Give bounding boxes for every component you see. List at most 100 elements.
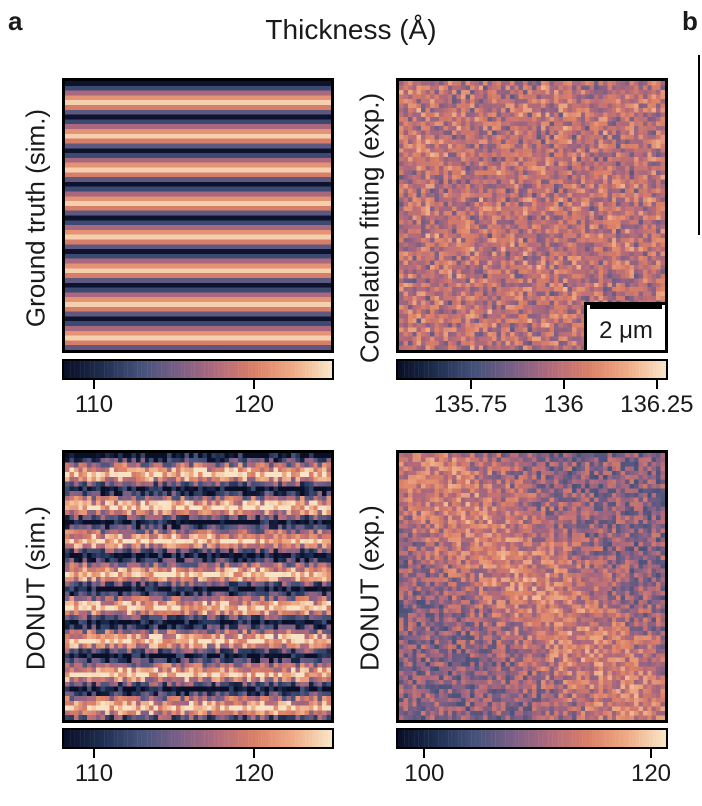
- correlation-fitting-pixel: [594, 166, 599, 171]
- donut-sim-pixel: [144, 534, 150, 539]
- correlation-fitting-pixel: [571, 103, 577, 109]
- correlation-fitting-pixel: [585, 157, 590, 162]
- correlation-fitting-pixel: [532, 323, 537, 328]
- correlation-fitting-pixel: [505, 116, 510, 122]
- correlation-fitting-pixel: [518, 81, 524, 86]
- correlation-fitting-pixel: [545, 318, 550, 324]
- correlation-fitting-pixel: [607, 202, 612, 207]
- correlation-fitting-pixel: [523, 148, 528, 153]
- donut-sim-pixel: [313, 481, 318, 487]
- correlation-fitting-pixel: [425, 246, 431, 252]
- correlation-fitting-pixel: [483, 246, 488, 252]
- colorbar-ground-truth-gradient-step: [174, 361, 179, 378]
- correlation-fitting-pixel: [434, 305, 440, 310]
- colorbar-ground-truth-gradient-step: [137, 361, 142, 378]
- correlation-fitting-pixel: [554, 197, 559, 203]
- correlation-fitting-pixel: [496, 228, 502, 234]
- donut-sim-pixel: [100, 481, 106, 487]
- donut-sim-pixel: [118, 462, 123, 468]
- correlation-fitting-pixel: [407, 175, 413, 180]
- correlation-fitting-pixel: [607, 282, 612, 288]
- correlation-fitting-pixel: [532, 260, 537, 265]
- correlation-fitting-pixel: [487, 327, 493, 333]
- donut-sim-pixel: [233, 514, 239, 520]
- correlation-fitting-pixel: [607, 103, 612, 109]
- correlation-fitting-pixel: [532, 327, 537, 333]
- correlation-fitting-pixel: [438, 219, 444, 225]
- donut-sim-pixel: [91, 519, 97, 525]
- correlation-fitting-pixel: [403, 98, 409, 104]
- donut-sim-pixel: [202, 491, 208, 497]
- correlation-fitting-pixel: [430, 166, 435, 171]
- correlation-fitting-pixel: [456, 260, 462, 265]
- correlation-fitting-pixel: [407, 251, 413, 256]
- correlation-fitting-pixel: [554, 269, 559, 274]
- donut-sim-pixel: [224, 510, 230, 516]
- donut-sim-pixel: [166, 486, 172, 492]
- correlation-fitting-pixel: [514, 112, 519, 118]
- correlation-fitting-pixel: [456, 89, 462, 95]
- correlation-fitting-pixel: [611, 287, 617, 292]
- correlation-fitting-pixel: [509, 345, 515, 350]
- donut-sim-pixel: [286, 524, 292, 530]
- correlation-fitting-pixel: [478, 233, 484, 239]
- correlation-fitting-pixel: [487, 233, 493, 239]
- correlation-fitting-pixel: [594, 215, 599, 221]
- donut-sim-pixel: [149, 505, 154, 511]
- correlation-fitting-pixel: [430, 193, 435, 198]
- correlation-fitting-pixel: [514, 291, 519, 297]
- donut-sim-pixel: [113, 467, 119, 473]
- colorbar-ground-truth-gradient-step: [157, 361, 162, 378]
- correlation-fitting-pixel: [412, 143, 417, 149]
- correlation-fitting-pixel: [434, 107, 440, 113]
- correlation-fitting-pixel: [509, 318, 515, 324]
- correlation-fitting-pixel: [399, 211, 404, 216]
- donut-sim-pixel: [268, 510, 274, 516]
- correlation-fitting-pixel: [527, 264, 533, 270]
- correlation-fitting-pixel: [558, 282, 564, 288]
- correlation-fitting-pixel: [576, 179, 581, 185]
- correlation-fitting-pixel: [660, 269, 665, 274]
- correlation-fitting-pixel: [500, 291, 506, 297]
- donut-sim-pixel: [171, 543, 176, 549]
- donut-sim-pixel: [100, 534, 106, 539]
- correlation-fitting-pixel: [469, 166, 475, 171]
- correlation-fitting-pixel: [483, 237, 488, 243]
- correlation-fitting-pixel: [505, 224, 510, 230]
- donut-sim-pixel: [277, 505, 283, 511]
- correlation-fitting-pixel: [456, 323, 462, 328]
- colorbar-correlation-fitting-gradient-step: [645, 361, 650, 378]
- donut-sim-pixel: [184, 529, 190, 535]
- correlation-fitting-pixel: [633, 175, 639, 180]
- correlation-fitting-pixel: [403, 296, 409, 301]
- correlation-fitting-pixel: [527, 157, 533, 162]
- correlation-fitting-pixel: [549, 161, 555, 167]
- correlation-fitting-pixel: [611, 269, 617, 274]
- correlation-fitting-pixel: [478, 237, 484, 243]
- correlation-fitting-pixel: [571, 278, 577, 283]
- correlation-fitting-pixel: [571, 323, 577, 328]
- correlation-fitting-pixel: [438, 188, 444, 194]
- correlation-fitting-pixel: [620, 251, 626, 256]
- correlation-fitting-pixel: [412, 202, 417, 207]
- donut-sim-pixel: [198, 495, 203, 501]
- donut-sim-pixel: [69, 534, 75, 539]
- correlation-fitting-pixel: [469, 121, 475, 126]
- correlation-fitting-pixel: [447, 148, 453, 153]
- correlation-fitting-pixel: [465, 219, 471, 225]
- donut-sim-pixel: [237, 457, 243, 463]
- donut-sim-pixel: [131, 495, 137, 501]
- correlation-fitting-pixel: [469, 273, 475, 279]
- donut-sim-pixel: [113, 491, 119, 497]
- donut-sim-pixel: [109, 543, 114, 549]
- correlation-fitting-pixel: [465, 314, 471, 319]
- donut-sim-pixel: [153, 467, 159, 473]
- correlation-fitting-pixel: [456, 206, 462, 212]
- correlation-fitting-pixel: [527, 255, 533, 261]
- correlation-fitting-pixel: [425, 300, 431, 306]
- correlation-fitting-pixel: [549, 134, 555, 140]
- correlation-fitting-pixel: [633, 179, 639, 185]
- donut-sim-pixel: [144, 529, 150, 535]
- correlation-fitting-pixel: [563, 139, 568, 144]
- donut-sim-pixel: [153, 529, 159, 535]
